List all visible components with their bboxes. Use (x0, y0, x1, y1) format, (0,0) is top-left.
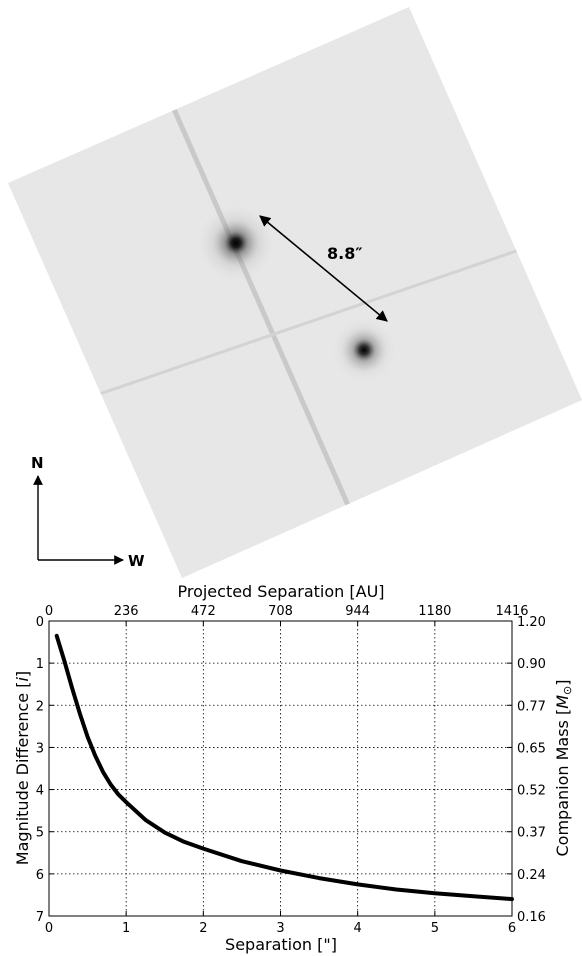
top-tick-label: 944 (345, 604, 370, 619)
y-tick-label: 0 (36, 615, 44, 630)
ticks (48, 620, 513, 917)
y-tick-label: 4 (36, 784, 44, 799)
separation-label: 8.8″ (327, 244, 363, 263)
top-tick-label: 0 (45, 604, 53, 619)
x-tick-label: 4 (354, 921, 362, 936)
y-tick-label: 7 (36, 910, 44, 925)
right-axis-label-text: Companion Mass [ (553, 709, 572, 857)
y-tick-label: 1 (36, 657, 44, 672)
right-tick-label: 0.16 (517, 910, 546, 925)
y-axis-label-text: Magnitude Difference [ (13, 682, 32, 866)
right-tick-labels: 1.20 0.90 0.77 0.65 0.52 0.37 0.24 0.16 (517, 615, 546, 925)
top-tick-labels: 0 236 472 708 944 1180 1416 (45, 604, 529, 619)
y-tick-label: 5 (36, 826, 44, 841)
x-tick-label: 2 (199, 921, 207, 936)
right-tick-label: 0.52 (517, 784, 546, 799)
west-label: W (128, 552, 145, 570)
x-tick-labels: 0 1 2 3 4 5 6 (45, 921, 516, 936)
y-axis-label: Magnitude Difference [i] (13, 671, 32, 865)
primary-star (198, 205, 274, 281)
y-tick-label: 2 (36, 699, 44, 714)
right-tick-label: 0.24 (517, 868, 546, 883)
right-tick-label: 0.77 (517, 699, 546, 714)
x-axis-label: Separation ["] (225, 935, 337, 954)
companion-star (332, 318, 396, 382)
sky-image: 8.8″ N W (8, 7, 582, 578)
right-axis-label: Companion Mass [M⊙] (553, 680, 574, 857)
right-tick-label: 0.90 (517, 657, 546, 672)
y-axis-label-symbol: i (13, 677, 32, 682)
y-axis-label-end: ] (13, 671, 32, 677)
right-axis-label-subscript: ⊙ (561, 686, 574, 695)
top-tick-label: 1180 (418, 604, 451, 619)
compass: N W (31, 454, 145, 570)
y-tick-label: 6 (36, 868, 44, 883)
y-tick-labels: 0 1 2 3 4 5 6 7 (36, 615, 44, 925)
x-tick-label: 5 (431, 921, 439, 936)
contrast-curve (54, 633, 514, 902)
x-tick-label: 0 (45, 921, 53, 936)
right-tick-label: 0.65 (517, 741, 546, 756)
right-axis-label-symbol: M (553, 695, 572, 709)
detector-seam (167, 98, 383, 578)
right-tick-label: 0.37 (517, 826, 546, 841)
grid (49, 621, 512, 916)
detector-seam (36, 231, 570, 418)
top-tick-label: 1416 (495, 604, 528, 619)
north-label: N (31, 454, 44, 472)
y-tick-label: 3 (36, 741, 44, 756)
x-tick-label: 1 (122, 921, 130, 936)
right-axis-label-end: ] (553, 680, 572, 686)
x-tick-label: 3 (276, 921, 284, 936)
top-tick-label: 472 (191, 604, 216, 619)
right-tick-label: 1.20 (517, 615, 546, 630)
top-tick-label: 708 (268, 604, 293, 619)
x-tick-label: 6 (508, 921, 516, 936)
top-tick-label: 236 (114, 604, 139, 619)
top-axis-label: Projected Separation [AU] (177, 582, 384, 601)
separation-arrow (259, 215, 388, 322)
chart: 0 1 2 3 4 5 6 0 236 472 708 944 1180 1416 0 1 2 3 4 5 6 7 1… (13, 582, 574, 954)
sky-noise (8, 7, 582, 578)
